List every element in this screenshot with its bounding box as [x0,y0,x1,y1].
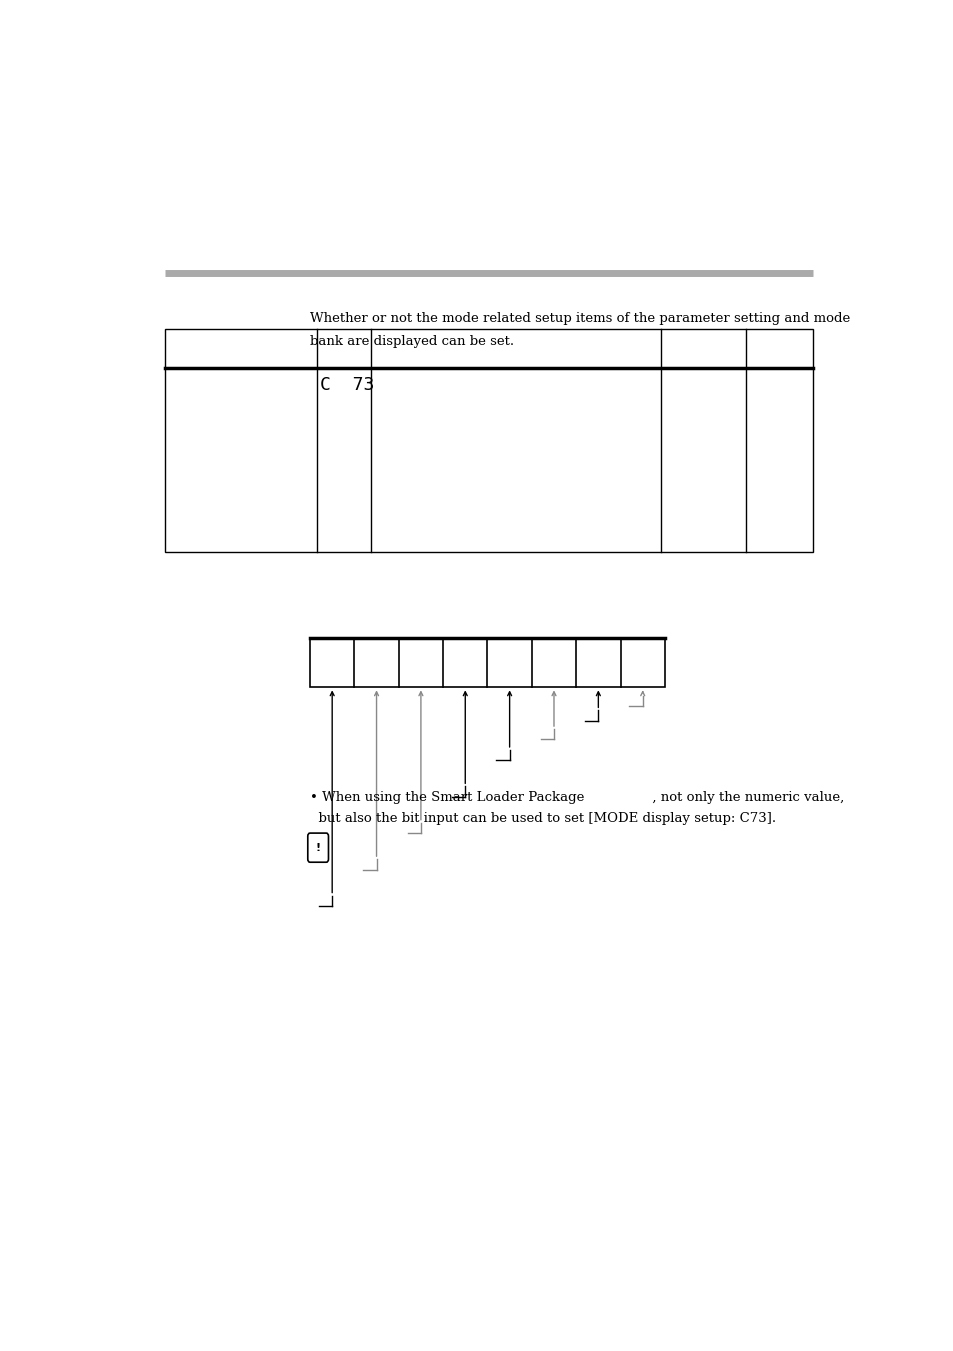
Bar [310,638,664,688]
FancyBboxPatch shape [308,834,328,862]
Bar [165,328,812,553]
Text: bank are displayed can be set.: bank are displayed can be set. [310,335,514,347]
Text: C  73: C 73 [320,376,375,394]
Text: Whether or not the mode related setup items of the parameter setting and mode: Whether or not the mode related setup it… [310,312,849,326]
Text: • When using the Smart Loader Package                , not only the numeric valu: • When using the Smart Loader Package , … [310,792,843,804]
Text: !: ! [315,843,320,852]
Text: but also the bit input can be used to set [MODE display setup: C73].: but also the bit input can be used to se… [310,812,776,825]
